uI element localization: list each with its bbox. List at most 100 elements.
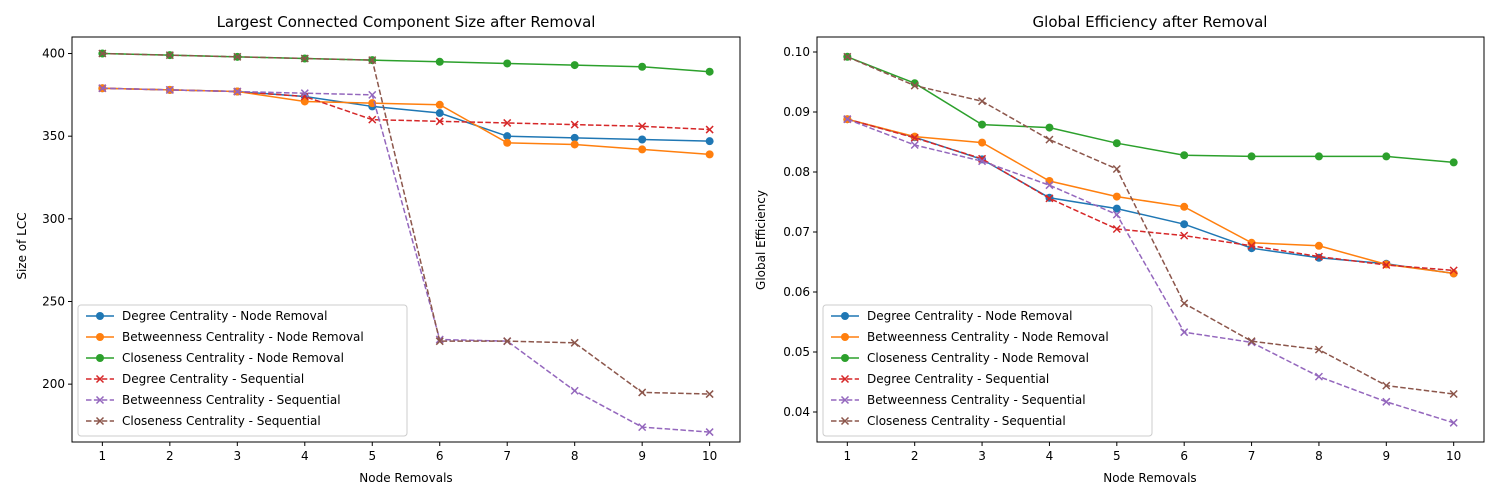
legend-label: Betweenness Centrality - Node Removal [122, 330, 364, 344]
y-axis-label: Size of LCC [15, 212, 29, 279]
legend-marker [95, 395, 105, 405]
data-point [1045, 194, 1054, 203]
y-axis-label: Global Efficiency [754, 190, 768, 290]
legend-item: Closeness Centrality - Sequential [831, 414, 1066, 428]
data-point [1180, 231, 1189, 240]
legend-item: Betweenness Centrality - Sequential [831, 393, 1086, 407]
data-point [705, 137, 714, 146]
data-point [503, 118, 512, 127]
legend-item: Degree Centrality - Sequential [86, 372, 304, 386]
legend-label: Closeness Centrality - Sequential [867, 414, 1066, 428]
y-tick-label: 250 [42, 294, 65, 308]
data-point [1382, 381, 1391, 390]
data-point [503, 337, 512, 346]
series-line [847, 56, 1454, 395]
data-point [1045, 181, 1054, 190]
data-point [503, 59, 512, 68]
data-point [300, 54, 309, 63]
data-point [503, 138, 512, 147]
plot-area [843, 52, 1458, 427]
legend-label: Betweenness Centrality - Sequential [867, 393, 1086, 407]
series [843, 115, 1458, 427]
series-line [847, 118, 1454, 424]
data-point [570, 133, 579, 142]
legend-item: Degree Centrality - Node Removal [86, 309, 327, 323]
legend-label: Betweenness Centrality - Sequential [122, 393, 341, 407]
y-tick-label: 0.06 [783, 285, 810, 299]
data-point [843, 115, 852, 124]
x-tick-label: 1 [99, 449, 107, 463]
series [98, 49, 714, 399]
y-tick-label: 200 [42, 377, 65, 391]
data-point [1180, 328, 1189, 337]
legend-item: Degree Centrality - Node Removal [831, 309, 1072, 323]
data-point [910, 133, 919, 142]
data-point [368, 56, 377, 65]
legend-marker [95, 416, 105, 426]
x-tick-label: 4 [301, 449, 309, 463]
x-tick-label: 2 [911, 449, 919, 463]
data-point [570, 120, 579, 129]
data-point [1247, 241, 1256, 250]
x-tick-label: 10 [1446, 449, 1461, 463]
series-line [102, 87, 710, 433]
plot-area [98, 49, 714, 437]
legend-item: Betweenness Centrality - Sequential [86, 393, 341, 407]
legend-label: Degree Centrality - Node Removal [867, 309, 1072, 323]
legend-item: Closeness Centrality - Node Removal [831, 351, 1089, 365]
data-point [300, 92, 309, 101]
data-point [368, 90, 377, 99]
data-point [638, 423, 647, 432]
data-point [1314, 372, 1323, 381]
data-point [978, 97, 987, 106]
legend-box [822, 304, 1153, 437]
legend-box [77, 304, 408, 437]
axes-frame [816, 36, 1485, 443]
data-point [233, 87, 242, 96]
legend-label: Degree Centrality - Node Removal [122, 309, 327, 323]
x-tick-label: 6 [1180, 449, 1188, 463]
legend-label: Closeness Centrality - Sequential [122, 414, 321, 428]
series [843, 52, 1458, 399]
data-point [705, 67, 714, 76]
data-point [705, 150, 714, 159]
legend-marker [840, 416, 850, 426]
efficiency-chart: Global Efficiency after Removal Node Rem… [754, 13, 1485, 485]
legend-label: Closeness Centrality - Node Removal [122, 351, 344, 365]
y-tick-label: 0.07 [783, 225, 810, 239]
x-tick-label: 7 [1248, 449, 1256, 463]
data-point [1449, 418, 1458, 427]
data-point [233, 52, 242, 61]
data-point [1449, 389, 1458, 399]
legend-marker [840, 395, 850, 405]
data-point [435, 109, 444, 118]
data-point [1382, 260, 1391, 270]
data-point [1314, 345, 1323, 354]
legend-item: Betweenness Centrality - Node Removal [86, 330, 364, 344]
data-point [570, 386, 579, 395]
series-line [102, 52, 710, 395]
data-point [978, 120, 987, 129]
legend-marker [96, 333, 104, 341]
data-point [435, 337, 444, 346]
legend-marker [841, 333, 849, 341]
legend-item: Closeness Centrality - Node Removal [86, 351, 344, 365]
axes-frame [71, 36, 741, 443]
data-point [435, 117, 444, 126]
data-point [1180, 220, 1189, 229]
data-point [978, 157, 987, 166]
axis-ticks: 1 2 3 4 5 6 7 8 9 10 200 250 300 350 400 [42, 47, 717, 463]
data-point [1112, 224, 1121, 234]
legend-label: Betweenness Centrality - Node Removal [867, 330, 1109, 344]
legend-marker [96, 354, 104, 362]
data-point [638, 145, 647, 154]
data-point [570, 338, 579, 347]
legend-marker [96, 312, 104, 320]
data-point [1112, 139, 1121, 148]
y-tick-label: 0.09 [783, 105, 810, 119]
x-tick-label: 1 [843, 449, 851, 463]
y-tick-label: 0.10 [783, 45, 810, 59]
y-tick-label: 0.08 [783, 165, 810, 179]
legend-marker [841, 354, 849, 362]
